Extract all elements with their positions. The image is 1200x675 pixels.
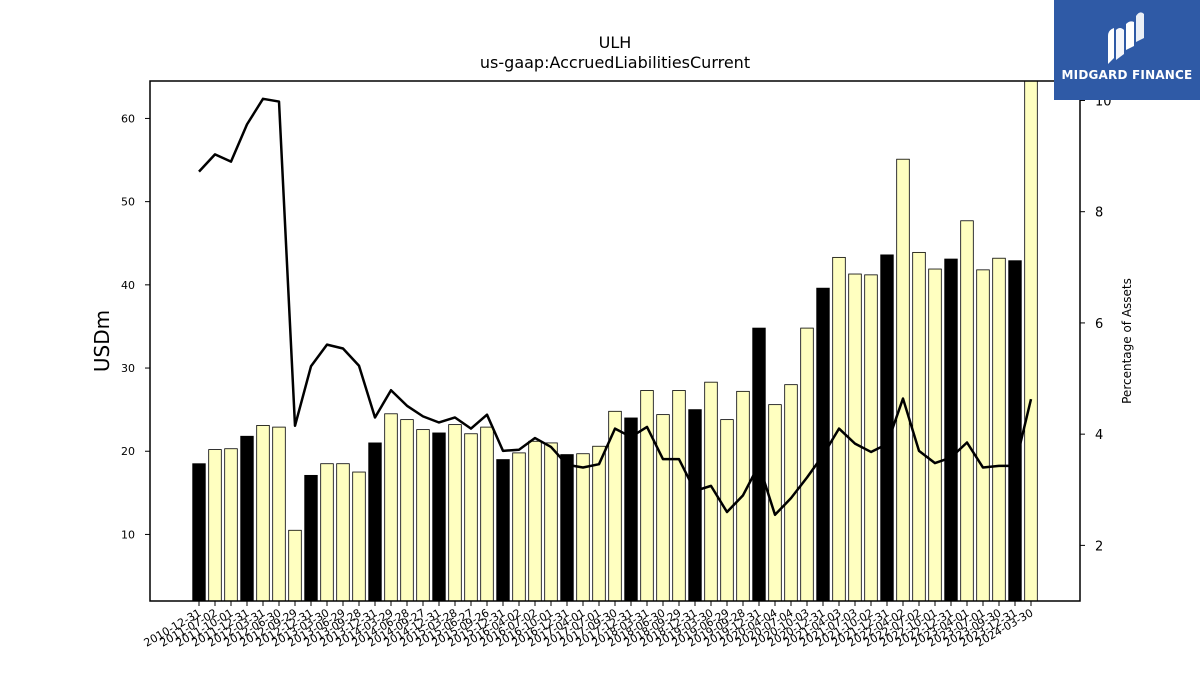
bar-2016-10-01 (544, 442, 558, 601)
bar-2013-03-30 (320, 463, 334, 601)
y-tick-label: 40 (121, 279, 135, 292)
bar-2016-04-02 (512, 452, 526, 601)
bar-2022-10-01 (928, 268, 942, 601)
bar-2018-03-31 (640, 390, 654, 601)
bar-2015-06-27 (464, 433, 478, 601)
bar-2015-03-28 (448, 424, 462, 601)
bar-2024-03-30 (1024, 81, 1038, 601)
bar-2010-12-31 (192, 463, 206, 601)
bar-2014-09-27 (416, 429, 430, 601)
bar-2018-12-31 (688, 409, 702, 601)
y-tick-label: 10 (121, 528, 135, 541)
bar-2020-12-31 (816, 287, 830, 601)
chart-title: ULH (599, 33, 632, 52)
bar-2019-03-30 (704, 381, 718, 601)
y2-tick-label: 6 (1095, 317, 1103, 332)
y-tick-label: 30 (121, 362, 135, 375)
bar-2015-09-26 (480, 426, 494, 601)
brand-name: MIDGARD FINANCE (1061, 68, 1193, 82)
bar-2021-10-02 (864, 274, 878, 601)
bar-2018-06-30 (656, 414, 670, 601)
y2-axis-label: Percentage of Assets (1120, 278, 1134, 404)
bar-2014-03-29 (384, 413, 398, 601)
midgard-logo-icon (1108, 12, 1144, 64)
bar-2013-12-31 (368, 442, 382, 601)
brand-logo: MIDGARD FINANCE (1054, 0, 1200, 100)
bar-2022-07-02 (912, 251, 926, 601)
bar-2020-07-04 (784, 384, 798, 601)
y-tick-label: 50 (121, 196, 135, 209)
bar-2015-12-31 (496, 459, 510, 601)
bar-2023-04-01 (960, 220, 974, 601)
bar-2014-12-31 (432, 432, 446, 601)
bar-2020-10-03 (800, 327, 814, 601)
bar-2014-06-28 (400, 419, 414, 601)
chart-subtitle: us-gaap:AccruedLiabilitiesCurrent (480, 53, 750, 72)
bar-2023-12-31 (1008, 260, 1022, 601)
y2-tick-label: 8 (1095, 206, 1103, 221)
bar-2022-12-31 (944, 258, 958, 601)
y-tick-label: 60 (121, 112, 135, 125)
bar-2013-09-28 (352, 471, 366, 601)
bar-2022-04-02 (896, 158, 910, 601)
bar-2020-04-04 (768, 404, 782, 601)
bar-2018-09-29 (672, 390, 686, 601)
y-tick-label: 20 (121, 445, 135, 458)
y-axis-label: USDm (90, 310, 114, 372)
bar-2023-09-30 (992, 257, 1006, 601)
bar-2011-10-01 (224, 448, 238, 601)
bar-2016-12-31 (560, 454, 574, 601)
bar-2012-09-29 (288, 529, 302, 601)
bar-2012-03-31 (256, 425, 270, 601)
bar-2021-07-03 (848, 273, 862, 601)
bar-2017-04-01 (576, 453, 590, 601)
y2-tick-label: 2 (1095, 539, 1103, 554)
bar-2011-07-02 (208, 449, 222, 601)
bar-2012-06-30 (272, 426, 286, 601)
bar-2013-06-29 (336, 463, 350, 601)
percentage-of-assets-line (198, 97, 1033, 517)
bar-2011-12-31 (240, 435, 254, 601)
plot-frame (149, 80, 1081, 602)
bar-2017-12-31 (624, 417, 638, 601)
y2-tick-label: 4 (1095, 428, 1103, 443)
bar-2017-07-01 (592, 445, 606, 601)
bar-2012-12-31 (304, 474, 318, 601)
bar-2023-07-01 (976, 269, 990, 601)
bar-2016-07-02 (528, 440, 542, 601)
